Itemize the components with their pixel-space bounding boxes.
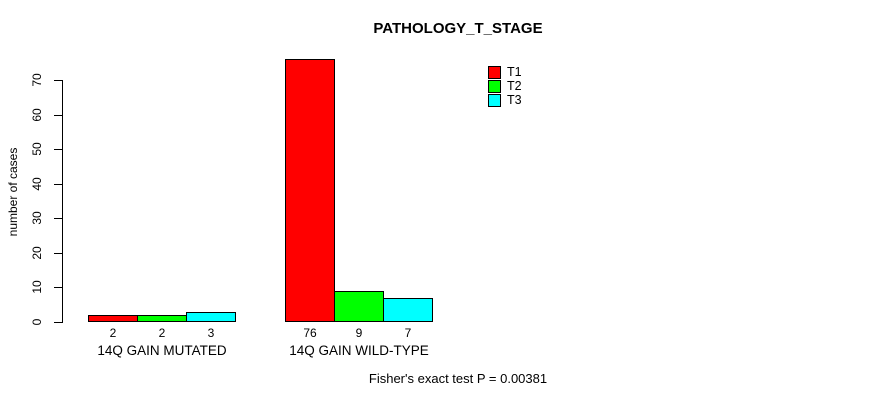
y-axis-tick bbox=[54, 218, 62, 219]
y-axis-tick bbox=[54, 149, 62, 150]
category-label: 14Q GAIN WILD-TYPE bbox=[289, 343, 429, 358]
y-axis-tick bbox=[54, 115, 62, 116]
category-label: 14Q GAIN MUTATED bbox=[97, 343, 227, 358]
y-axis-line bbox=[62, 80, 63, 323]
y-axis-label: number of cases bbox=[6, 147, 20, 237]
y-tick-label: 10 bbox=[30, 280, 44, 294]
bar-value-label: 3 bbox=[207, 326, 215, 340]
y-axis-tick bbox=[54, 253, 62, 254]
bar-T2 bbox=[334, 291, 384, 322]
legend-swatch-T3 bbox=[488, 93, 501, 107]
y-axis-tick bbox=[54, 80, 62, 81]
legend-label: T1 bbox=[507, 65, 522, 79]
y-tick-label: 50 bbox=[30, 142, 44, 156]
legend-swatch-T2 bbox=[488, 79, 501, 93]
bar-value-label: 7 bbox=[404, 326, 412, 340]
y-tick-label: 20 bbox=[30, 246, 44, 260]
chart-title: PATHOLOGY_T_STAGE bbox=[373, 20, 543, 37]
bar-value-label: 9 bbox=[355, 326, 363, 340]
bar-value-label: 2 bbox=[158, 326, 166, 340]
legend-item-T3: T3 bbox=[488, 93, 522, 107]
y-axis-tick bbox=[54, 184, 62, 185]
y-tick-label: 0 bbox=[30, 318, 44, 326]
y-axis-tick bbox=[54, 322, 62, 323]
legend: T1 T2 T3 bbox=[488, 65, 522, 107]
legend-item-T1: T1 bbox=[488, 65, 522, 79]
bar-T1 bbox=[285, 59, 335, 322]
legend-label: T2 bbox=[507, 79, 522, 93]
bar-T3 bbox=[383, 298, 433, 322]
bar-T1 bbox=[88, 315, 138, 322]
bar-T2 bbox=[137, 315, 187, 322]
legend-label: T3 bbox=[507, 93, 522, 107]
legend-swatch-T1 bbox=[488, 65, 501, 79]
y-tick-label: 70 bbox=[30, 73, 44, 87]
y-tick-label: 60 bbox=[30, 108, 44, 122]
legend-item-T2: T2 bbox=[488, 79, 522, 93]
y-tick-label: 30 bbox=[30, 211, 44, 225]
y-axis-tick bbox=[54, 287, 62, 288]
bar-T3 bbox=[186, 312, 236, 322]
y-tick-label: 40 bbox=[30, 177, 44, 191]
bar-value-label: 2 bbox=[109, 326, 117, 340]
annotation-text: Fisher's exact test P = 0.00381 bbox=[368, 371, 548, 386]
bar-value-label: 76 bbox=[303, 326, 317, 340]
